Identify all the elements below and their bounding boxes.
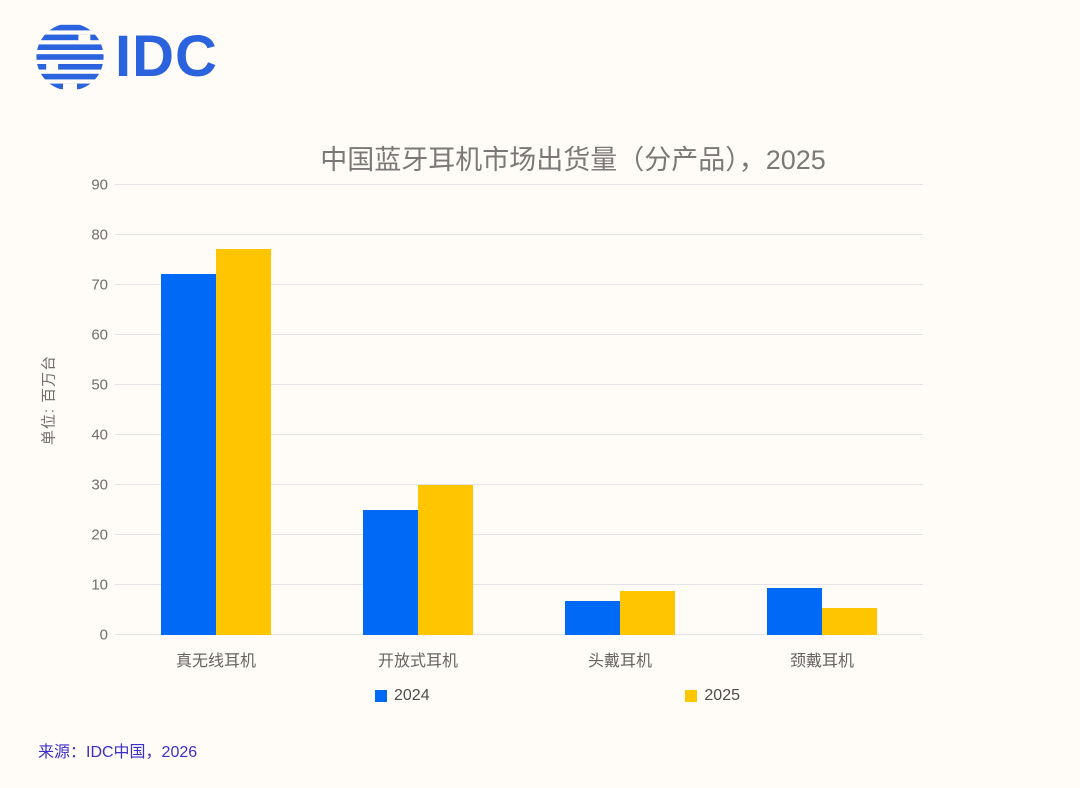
- x-axis-label: 头戴耳机: [587, 653, 652, 670]
- legend-swatch-icon: [375, 690, 387, 702]
- x-axis-labels: 真无线耳机 开放式耳机 头戴耳机 颈戴耳机: [115, 647, 923, 671]
- y-tick-label: 0: [99, 626, 108, 644]
- x-axis-label: 真无线耳机: [175, 653, 256, 670]
- gridline: [115, 384, 923, 385]
- x-axis-label: 开放式耳机: [377, 653, 458, 670]
- y-tick-label: 40: [91, 426, 108, 444]
- bar-2024-真无线耳机: [161, 273, 216, 635]
- bar-group: [115, 185, 317, 635]
- gridline: [115, 234, 923, 235]
- gridline: [115, 334, 923, 336]
- legend: 2024 2025: [375, 687, 740, 705]
- source-note: 来源：IDC中国，2026: [38, 744, 198, 761]
- bar-2025-开放式耳机: [418, 485, 473, 635]
- legend-swatch-icon: [685, 690, 698, 702]
- y-tick-label: 70: [91, 276, 108, 294]
- plot-area: [115, 184, 923, 635]
- bar-2025-颈戴耳机: [822, 608, 877, 635]
- bar-group: [721, 185, 923, 635]
- y-tick-label: 80: [91, 226, 108, 244]
- idc-globe-icon: [35, 22, 105, 92]
- legend-entry-2025: 2025: [685, 687, 740, 705]
- gridline: [115, 634, 923, 635]
- bar-group: [317, 185, 519, 635]
- bar-2024-开放式耳机: [363, 510, 418, 635]
- gridline: [115, 534, 923, 535]
- gridline: [115, 434, 923, 435]
- x-axis-label: 颈戴耳机: [789, 653, 854, 670]
- gridline: [115, 184, 923, 185]
- gridline: [115, 484, 923, 486]
- bar-2025-真无线耳机: [216, 248, 271, 635]
- y-tick-label: 90: [91, 176, 108, 194]
- gridline: [115, 584, 923, 585]
- y-tick-label: 10: [91, 576, 108, 594]
- legend-entry-2024: 2024: [375, 687, 430, 705]
- gridline: [115, 284, 923, 285]
- y-tick-label: 60: [91, 326, 108, 344]
- y-axis-title: 单位: 百万台: [40, 354, 58, 446]
- bar-2024-颈戴耳机: [767, 587, 822, 635]
- y-tick-label: 50: [91, 376, 108, 394]
- legend-label: 2025: [704, 687, 740, 704]
- idc-logo-text: IDC: [115, 24, 218, 89]
- idc-logo: IDC: [35, 22, 218, 92]
- chart-title: 中国蓝牙耳机市场出货量（分产品），2025: [320, 145, 826, 175]
- bar-group: [519, 185, 721, 635]
- legend-label: 2024: [394, 687, 430, 704]
- y-tick-label: 20: [91, 526, 108, 544]
- bar-2025-头戴耳机: [620, 591, 675, 635]
- y-tick-label: 30: [91, 476, 108, 494]
- y-axis-ticks: 0 10 20 30 40 50 60 70 80 90: [60, 177, 108, 644]
- bar-2024-头戴耳机: [565, 600, 620, 635]
